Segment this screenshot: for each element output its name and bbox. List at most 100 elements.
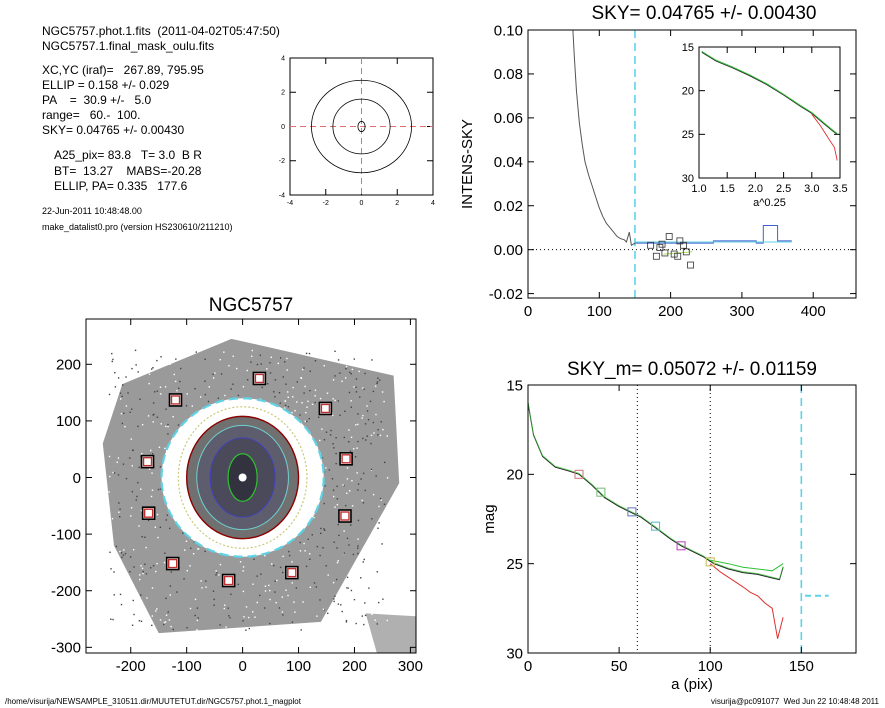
image-speckle bbox=[119, 398, 122, 400]
image-speckle bbox=[196, 629, 198, 631]
image-speckle bbox=[112, 358, 114, 361]
image-speckle bbox=[364, 614, 367, 617]
image-speckle bbox=[281, 596, 284, 598]
image-speckle bbox=[354, 456, 357, 458]
image-speckle bbox=[370, 541, 373, 544]
image-speckle bbox=[229, 616, 231, 619]
image-speckle bbox=[137, 371, 139, 373]
image-speckle bbox=[308, 417, 311, 420]
image-speckle bbox=[112, 471, 114, 474]
image-speckle bbox=[216, 571, 218, 574]
image-speckle bbox=[166, 514, 168, 516]
image-speckle bbox=[343, 484, 345, 487]
image-speckle bbox=[274, 379, 277, 381]
image-speckle bbox=[169, 585, 172, 587]
image-speckle bbox=[139, 398, 141, 400]
image-speckle bbox=[159, 386, 162, 388]
image-sky-box bbox=[339, 452, 353, 466]
image-speckle bbox=[305, 352, 308, 355]
image-speckle bbox=[159, 526, 162, 528]
image-speckle bbox=[327, 574, 329, 576]
image-speckle bbox=[377, 428, 379, 431]
image-speckle bbox=[137, 481, 139, 484]
image-speckle bbox=[196, 607, 199, 609]
image-speckle bbox=[344, 585, 347, 588]
image-speckle bbox=[351, 480, 353, 482]
image-speckle bbox=[159, 393, 162, 395]
image-speckle bbox=[134, 349, 137, 352]
image-speckle bbox=[337, 560, 339, 562]
image-sky-box-inner bbox=[142, 456, 153, 467]
image-speckle bbox=[387, 573, 389, 575]
image-speckle bbox=[197, 548, 200, 550]
image-speckle bbox=[353, 597, 356, 599]
image-speckle bbox=[307, 400, 309, 403]
image-speckle bbox=[379, 434, 382, 437]
image-speckle bbox=[362, 387, 364, 389]
image-speckle bbox=[142, 572, 144, 575]
image-speckle bbox=[348, 429, 350, 431]
image-speckle bbox=[151, 615, 154, 617]
image-speckle bbox=[286, 391, 289, 393]
image-speckle bbox=[189, 565, 191, 567]
image-speckle bbox=[109, 475, 111, 478]
image-speckle bbox=[212, 590, 215, 592]
image-speckle bbox=[374, 385, 377, 387]
image-speckle bbox=[151, 624, 153, 627]
inset-ytick-label: 20 bbox=[682, 86, 694, 98]
image-speckle bbox=[225, 626, 227, 628]
image-speckle bbox=[323, 529, 326, 531]
image-speckle bbox=[133, 613, 135, 616]
image-sky-box-inner bbox=[287, 567, 297, 578]
image-speckle bbox=[384, 461, 386, 464]
image-speckle bbox=[321, 457, 324, 459]
image-speckle bbox=[135, 364, 137, 366]
image-speckle bbox=[228, 615, 230, 617]
image-speckle bbox=[323, 528, 325, 530]
image-speckle bbox=[311, 534, 313, 536]
image-speckle bbox=[357, 519, 360, 522]
image-speckle bbox=[357, 413, 359, 415]
image-speckle bbox=[315, 586, 317, 588]
image-speckle bbox=[159, 466, 162, 468]
image-speckle bbox=[375, 609, 377, 612]
image-speckle bbox=[279, 402, 281, 404]
image-speckle bbox=[176, 389, 178, 392]
image-speckle bbox=[326, 392, 329, 394]
image-speckle bbox=[256, 601, 258, 604]
image-speckle bbox=[228, 365, 230, 367]
image-speckle bbox=[383, 400, 385, 403]
image-speckle bbox=[159, 619, 162, 621]
image-speckle bbox=[334, 399, 336, 402]
inset-xtick-label: 1.5 bbox=[720, 183, 735, 195]
image-speckle bbox=[245, 606, 248, 608]
image-speckle bbox=[377, 377, 379, 379]
image-speckle bbox=[131, 490, 134, 493]
image-xtick-label: 200 bbox=[342, 658, 367, 675]
image-speckle bbox=[386, 435, 388, 437]
image-speckle bbox=[362, 437, 364, 440]
mini-isophote bbox=[332, 98, 391, 155]
mini-xtick-label: 0 bbox=[360, 200, 364, 207]
inset-ytick-label: 15 bbox=[682, 42, 694, 54]
image-speckle bbox=[274, 580, 276, 582]
image-speckle bbox=[382, 428, 384, 431]
image-speckle bbox=[315, 624, 317, 626]
image-speckle bbox=[144, 563, 146, 566]
image-speckle bbox=[269, 362, 271, 364]
image-speckle bbox=[363, 388, 365, 390]
image-speckle bbox=[156, 608, 158, 610]
image-speckle bbox=[337, 400, 340, 402]
image-speckle bbox=[368, 587, 370, 589]
mini-xtick-label: -2 bbox=[323, 200, 329, 207]
image-speckle bbox=[356, 589, 358, 592]
image-speckle bbox=[357, 423, 359, 426]
image-speckle bbox=[204, 358, 206, 360]
inset-ytick-label: 25 bbox=[682, 129, 694, 141]
image-speckle bbox=[131, 624, 134, 626]
mag-xtick-label: 50 bbox=[611, 658, 628, 675]
image-speckle bbox=[370, 434, 373, 437]
image-speckle bbox=[141, 535, 143, 538]
sky-ytick-label: -0.02 bbox=[489, 286, 523, 303]
image-speckle bbox=[291, 582, 293, 584]
